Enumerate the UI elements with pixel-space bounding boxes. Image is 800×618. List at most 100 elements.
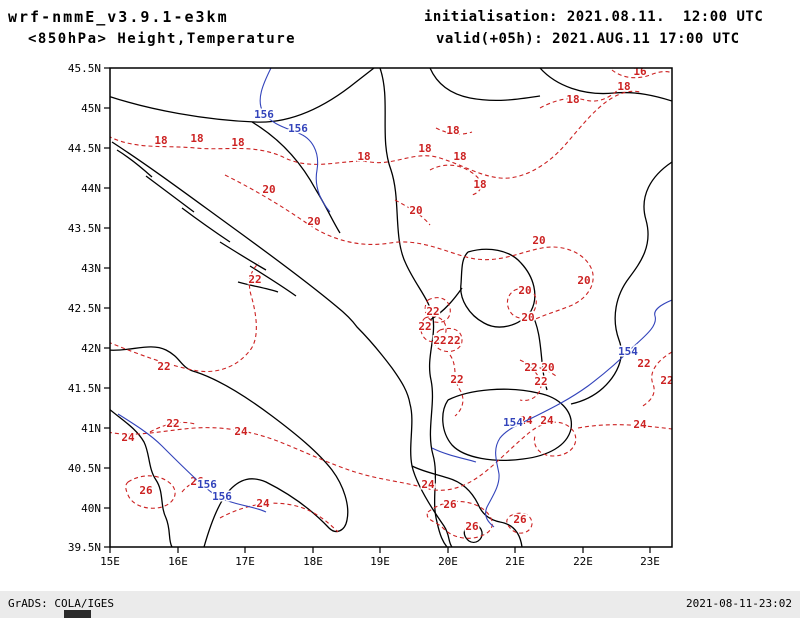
temperature-contour-line	[181, 479, 215, 493]
temperature-contour-line	[506, 512, 533, 534]
model-title: wrf-nmmE_v3.9.1-e3km	[8, 8, 229, 26]
temperature-contour-line	[506, 287, 537, 319]
bottom-bar: GrADS: COLA/IGES 2021-08-11-23:02	[0, 591, 800, 618]
temperature-contour-label: 22	[447, 334, 460, 347]
axes-layer: 15E 16E 17E 18E 19E 20E 21E 22E 23E 45.5N 45N 44.5N…	[68, 62, 660, 568]
temperature-contour-line	[110, 262, 260, 373]
temperature-contour-line	[519, 361, 542, 402]
temperature-contour-label: 26	[190, 475, 204, 488]
temperature-contour-line	[424, 297, 451, 323]
temperature-contour-label: 18	[357, 150, 370, 163]
y-axis-tick-label: 41N	[81, 422, 101, 435]
temperature-contour-label: 20	[521, 311, 534, 324]
temperature-contour-label: 22	[637, 357, 650, 370]
x-axis-tick-label: 16E	[168, 555, 188, 568]
temperature-contour-label: 24	[121, 431, 135, 444]
x-axis-tick-label: 17E	[235, 555, 255, 568]
temperature-contour-label: 26	[465, 520, 479, 533]
y-axis-tick-label: 42.5N	[68, 302, 101, 315]
temperature-contour-label: 20	[541, 361, 554, 374]
temperature-contour-line	[577, 424, 672, 430]
temperature-contour-label: 22	[433, 334, 446, 347]
temperature-contour-label: 18	[231, 136, 244, 149]
coastline-border-path	[539, 68, 672, 102]
y-axis-tick-label: 41.5N	[68, 382, 101, 395]
height-contour-line	[117, 413, 267, 513]
creation-timestamp: 2021-08-11-23:02	[686, 597, 792, 610]
coastline-border-path	[111, 141, 453, 547]
y-axis-tick-label: 43N	[81, 262, 101, 275]
coastline-border-path	[145, 175, 195, 213]
coastline-border-path	[570, 161, 672, 405]
temperature-contour-label: 22	[534, 375, 547, 388]
height-contour-label: 154	[503, 416, 523, 429]
coastline-border-path	[442, 388, 572, 461]
temperature-contour-line	[433, 327, 463, 353]
coastline-border-path	[110, 408, 173, 547]
temperature-contour-label: 22	[166, 417, 179, 430]
x-axis-tick-label: 18E	[303, 555, 323, 568]
x-axis-tick-label: 20E	[438, 555, 458, 568]
temperature-contour-label: 20	[262, 183, 275, 196]
temperature-contour-label: 18	[473, 178, 486, 191]
y-axis-tick-label: 45N	[81, 102, 101, 115]
temperature-contour-line	[224, 174, 594, 323]
coastline-border-path	[110, 68, 375, 123]
height-contour-label: 156	[197, 478, 217, 491]
coastline-border-path	[219, 241, 267, 271]
x-axis-tick-label: 23E	[640, 555, 660, 568]
y-axis-tick-label: 43.5N	[68, 222, 101, 235]
x-axis-tick-label: 21E	[505, 555, 525, 568]
coastline-border-path	[116, 149, 153, 178]
bottom-left-box	[64, 610, 91, 618]
temperature-contour-line	[149, 421, 196, 433]
temperature-contour-label: 20	[307, 215, 320, 228]
temperature-contour-line	[426, 500, 493, 539]
y-axis-tick-label: 44N	[81, 182, 101, 195]
temperature-contour-label: 18	[418, 142, 431, 155]
y-axis-tick-label: 40N	[81, 502, 101, 515]
temperature-contour-label: 18	[617, 80, 630, 93]
temperature-contour-label: 24	[256, 497, 270, 510]
coastline-border-path	[411, 465, 523, 547]
y-axis-tick-label: 40.5N	[68, 462, 101, 475]
temperature-contour-label: 22	[426, 305, 439, 318]
temperature-contour-label: 18	[453, 150, 466, 163]
coastline-border-path	[429, 68, 541, 102]
temperature-contour-line	[394, 199, 431, 226]
temperature-contour-label: 22	[248, 273, 261, 286]
coastline-border-path	[181, 207, 231, 243]
valid-time: valid(+05h): 2021.AUG.11 17:00 UTC	[436, 31, 740, 47]
temperature-contour-label: 22	[450, 373, 463, 386]
temperature-contour-line	[110, 90, 641, 179]
temperature-contour-label: 24	[234, 425, 248, 438]
height-contour-line	[485, 299, 672, 528]
temperature-contour-label: 16	[633, 65, 647, 78]
height-contour-line	[259, 68, 331, 213]
temperature-contour-label: 24	[540, 414, 554, 427]
temperature-contour-label: 20	[577, 274, 590, 287]
temperature-contour-label: 20	[518, 284, 531, 297]
temperature-contour-label: 18	[190, 132, 203, 145]
x-axis-tick-label: 15E	[100, 555, 120, 568]
temperature-contour-label: 24	[633, 418, 647, 431]
level-variable-subtitle: <850hPa> Height,Temperature	[28, 31, 297, 47]
temperature-contour-line	[611, 69, 672, 79]
height-contour-line	[431, 447, 477, 463]
coastline-border-path	[237, 281, 279, 293]
temperature-contour-label: 26	[139, 484, 153, 497]
temperature-contour-label: 22	[157, 360, 170, 373]
coastline-border-path	[110, 346, 349, 547]
temperature-contour-label: 20	[409, 204, 422, 217]
temperature-contour-label: 24	[421, 478, 435, 491]
y-axis-tick-label: 42N	[81, 342, 101, 355]
x-axis-tick-label: 22E	[573, 555, 593, 568]
temperature-contour-label: 18	[446, 124, 459, 137]
temperature-contour-label: 20	[532, 234, 545, 247]
coastline-border-path	[530, 311, 548, 391]
temperature-contour-label: 26	[513, 513, 527, 526]
temperature-contour-line	[429, 164, 482, 196]
y-axis-tick-label: 44.5N	[68, 142, 101, 155]
